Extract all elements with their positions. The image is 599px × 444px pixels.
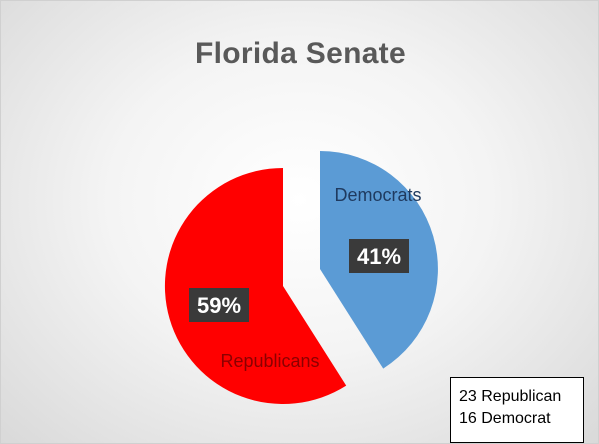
slice-republicans: Republicans 59% [164, 167, 347, 404]
chart-title: Florida Senate [195, 37, 406, 70]
slice-category-label-republicans: Republicans [220, 351, 319, 371]
data-label-democrats: 41% [357, 244, 401, 269]
slice-category-label-democrats: Democrats [334, 185, 421, 205]
pie-slice-republicans [164, 167, 347, 404]
note-line-republican: 23 Republican [459, 388, 562, 405]
data-label-republicans: 59% [197, 293, 241, 318]
seat-count-note: 23 Republican 16 Democrat [450, 377, 584, 443]
note-line-democrat: 16 Democrat [459, 410, 551, 427]
slice-democrats: Democrats 41% [320, 151, 438, 369]
data-label-box-democrats [349, 239, 409, 273]
data-label-box-republicans [189, 288, 249, 322]
